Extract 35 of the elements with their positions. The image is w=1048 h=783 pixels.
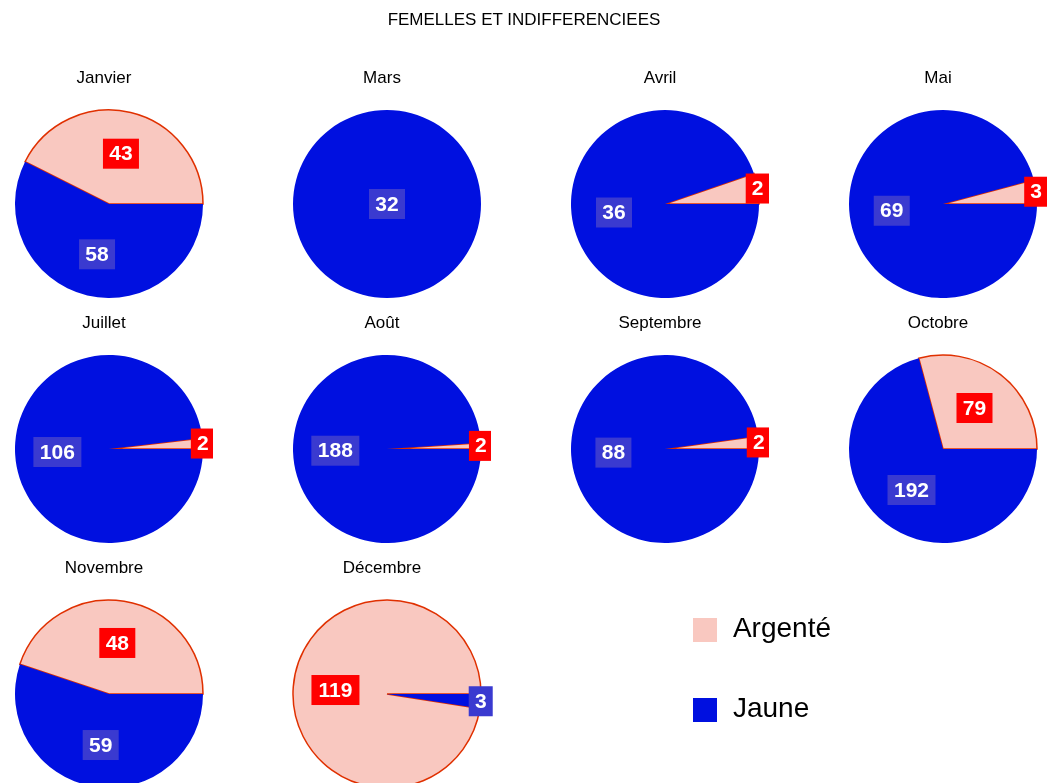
data-label: 119: [318, 677, 353, 701]
pie-slice: [24, 109, 204, 205]
pie-slice: [849, 358, 1037, 543]
data-label: 188: [317, 438, 354, 462]
data-label: 32: [375, 191, 399, 215]
data-label: 3: [474, 688, 487, 712]
data-label: 58: [85, 241, 110, 265]
data-label: 106: [39, 439, 75, 463]
data-label: 69: [880, 198, 904, 222]
data-label: 2: [197, 431, 209, 455]
chart-title: Août: [363, 313, 401, 333]
chart-title: Septembre: [617, 313, 703, 333]
chart-title: Avril: [642, 68, 678, 88]
data-label: 2: [475, 433, 487, 457]
data-label: 36: [602, 200, 626, 224]
chart-title: Novembre: [63, 558, 145, 578]
legend-label: Jaune: [732, 692, 810, 723]
chart-title: Mai: [923, 68, 953, 88]
chart-title: Juillet: [81, 313, 127, 333]
data-label: 3: [1030, 179, 1043, 203]
data-label: 48: [105, 630, 130, 654]
data-label: 88: [601, 440, 626, 464]
pie-slice: [15, 161, 203, 298]
chart-title: Janvier: [75, 68, 133, 88]
text: FEMELLES ET INDIFFERENCIEES: [386, 9, 662, 31]
chart-title: Octobre: [906, 313, 970, 333]
data-label: 79: [962, 395, 987, 419]
chart-title: Mars: [362, 68, 402, 88]
chart-title: Décembre: [341, 558, 423, 578]
data-label: 2: [752, 429, 765, 453]
data-label: 2: [751, 176, 764, 200]
data-label: 43: [109, 141, 133, 165]
data-label: 59: [89, 732, 113, 756]
legend-label: Argenté: [732, 612, 831, 643]
data-label: 192: [893, 477, 930, 501]
